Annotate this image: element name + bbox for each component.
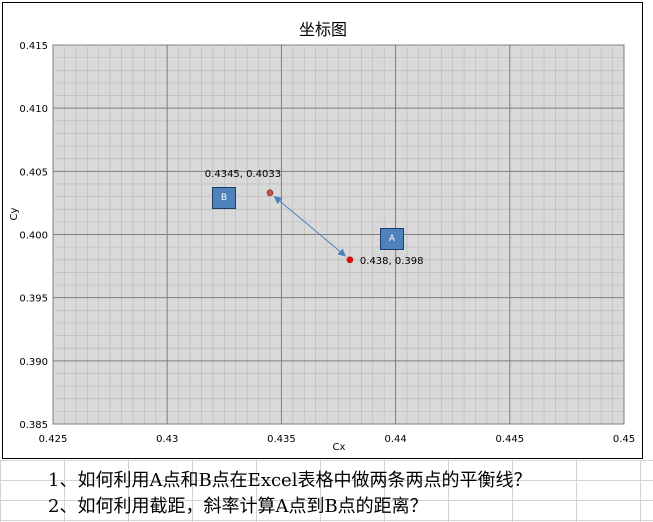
x-tick-label: 0.44	[384, 434, 406, 445]
scatter-chart: 坐标图 0.425 0.43 0.435 0.44 0.445 0.45 0.4150.4…	[9, 20, 635, 453]
point-a-badge[interactable]: A	[379, 227, 404, 250]
y-tick-label: 0.400	[19, 231, 48, 242]
x-axis-ticks: 0.425 0.43 0.435 0.44 0.445 0.45	[39, 434, 635, 445]
y-tick-label: 0.390	[19, 357, 48, 368]
x-tick-label: 0.425	[39, 434, 68, 445]
y-tick-label: 0.385	[19, 420, 48, 431]
x-axis-label: Cx	[333, 442, 346, 453]
y-tick-label: 0.415	[19, 41, 48, 52]
chart-title: 坐标图	[299, 20, 347, 39]
distance-arrow	[273, 196, 347, 257]
data-label-b: 0.4345, 0.4033	[205, 169, 281, 180]
point-b-badge[interactable]: B	[211, 186, 236, 209]
x-tick-label: 0.43	[156, 434, 178, 445]
question-2: 2、如何利用截距，斜率计算A点到B点的距离？	[48, 496, 428, 517]
x-tick-label: 0.445	[495, 434, 524, 445]
data-label-a: 0.438, 0.398	[360, 256, 424, 267]
y-axis-ticks: 0.415 0.410 0.405 0.400 0.395 0.390 0.385	[19, 41, 48, 431]
x-tick-label: 0.435	[267, 434, 296, 445]
x-tick-label: 0.45	[613, 434, 635, 445]
y-tick-label: 0.410	[19, 104, 48, 115]
data-point-a[interactable]	[346, 256, 354, 264]
question-1: 1、如何利用A点和B点在Excel表格中做两条两点的平衡线？	[48, 470, 532, 491]
spreadsheet-grid	[0, 460, 653, 522]
y-tick-label: 0.395	[19, 294, 48, 305]
data-point-b[interactable]	[266, 189, 274, 197]
y-axis-label: Cy	[9, 207, 20, 220]
data-points: 0.4345, 0.4033 0.438, 0.398	[205, 169, 424, 267]
y-tick-label: 0.405	[19, 167, 48, 178]
chart-area[interactable]: 坐标图 0.425 0.43 0.435 0.44 0.445 0.45 0.415 0.4…	[2, 2, 643, 459]
